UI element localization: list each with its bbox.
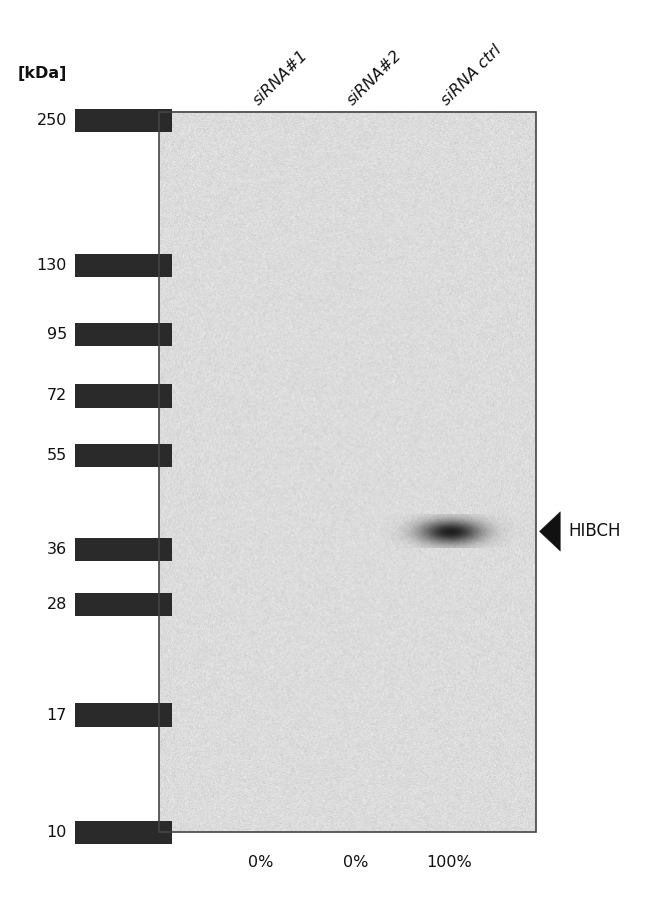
Text: [kDa]: [kDa] [18, 65, 67, 81]
Text: 0%: 0% [343, 855, 368, 870]
Bar [75, 323, 172, 346]
Polygon shape [540, 511, 560, 551]
Text: 95: 95 [47, 327, 67, 343]
Text: siRNA#2: siRNA#2 [344, 48, 405, 108]
Bar [75, 593, 172, 616]
Bar [159, 112, 536, 832]
Bar [75, 384, 172, 407]
Text: 55: 55 [47, 448, 67, 463]
Text: 72: 72 [47, 388, 67, 404]
Text: 10: 10 [47, 825, 67, 840]
Text: 28: 28 [47, 597, 67, 613]
Text: 250: 250 [36, 113, 67, 128]
Bar [75, 444, 172, 467]
Text: 17: 17 [47, 708, 67, 723]
Text: siRNA#1: siRNA#1 [250, 48, 311, 108]
Bar [75, 821, 172, 844]
Text: 100%: 100% [426, 855, 473, 870]
Bar [75, 254, 172, 277]
Bar [75, 109, 172, 133]
Text: 0%: 0% [248, 855, 274, 870]
Bar [75, 703, 172, 727]
Text: 36: 36 [47, 542, 67, 557]
Bar [75, 537, 172, 561]
Text: siRNA ctrl: siRNA ctrl [439, 41, 505, 108]
Text: 130: 130 [36, 257, 67, 273]
Text: HIBCH: HIBCH [568, 522, 621, 540]
